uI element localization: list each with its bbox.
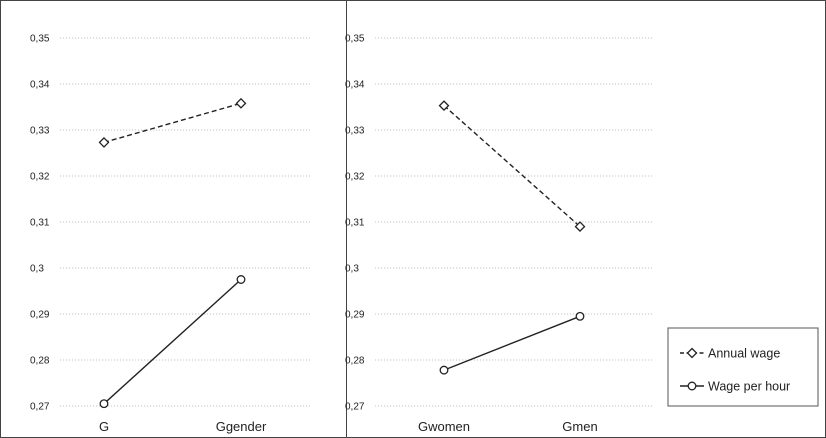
data-point [439, 365, 449, 375]
y-tick-label: 0,28 [345, 356, 365, 367]
y-tick-label: 0,33 [30, 126, 50, 137]
data-point [438, 100, 450, 112]
data-point [575, 311, 585, 321]
series-line [443, 315, 581, 371]
y-tick-label: 0,31 [345, 218, 365, 229]
left-panel: 0,27 0,28 0,29 0,3 0,31 0,32 0,33 0,34 0,35 G Ggen… [30, 34, 310, 434]
x-category-label: G [99, 419, 109, 434]
y-tick-label: 0,34 [345, 80, 365, 91]
y-tick-label: 0,3 [345, 264, 359, 275]
y-tick-label: 0,32 [345, 172, 365, 183]
y-tick-label: 0,3 [30, 264, 44, 275]
series-line [103, 278, 242, 405]
x-category-label: Gwomen [418, 419, 470, 434]
y-tick-label: 0,33 [345, 126, 365, 137]
circle-marker-icon [687, 381, 697, 391]
legend-box [667, 327, 819, 407]
data-point [236, 275, 246, 284]
y-tick-label: 0,34 [30, 80, 50, 91]
y-tick-label: 0,29 [30, 310, 50, 321]
series-line [443, 105, 581, 228]
data-point [235, 97, 247, 109]
x-category-label: Gmen [562, 419, 597, 434]
y-tick-label: 0,31 [30, 218, 50, 229]
y-tick-label: 0,28 [30, 356, 50, 367]
legend-label: Annual wage [708, 347, 780, 361]
right-panel: 0,27 0,28 0,29 0,3 0,31 0,32 0,33 0,34 0,35 Gwome… [345, 34, 652, 434]
data-point [99, 399, 109, 409]
data-point [574, 221, 586, 233]
y-tick-label: 0,27 [345, 402, 365, 413]
legend-label: Wage per hour [708, 380, 790, 394]
y-tick-label: 0,35 [345, 34, 365, 45]
diamond-marker-icon [686, 347, 698, 359]
y-tick-label: 0,32 [30, 172, 50, 183]
y-tick-label: 0,27 [30, 402, 50, 413]
legend: Annual wage Wage per hour [667, 327, 819, 407]
x-category-label: Ggender [216, 419, 267, 434]
y-tick-label: 0,35 [30, 34, 50, 45]
data-point [98, 137, 110, 148]
y-tick-label: 0,29 [345, 310, 365, 321]
